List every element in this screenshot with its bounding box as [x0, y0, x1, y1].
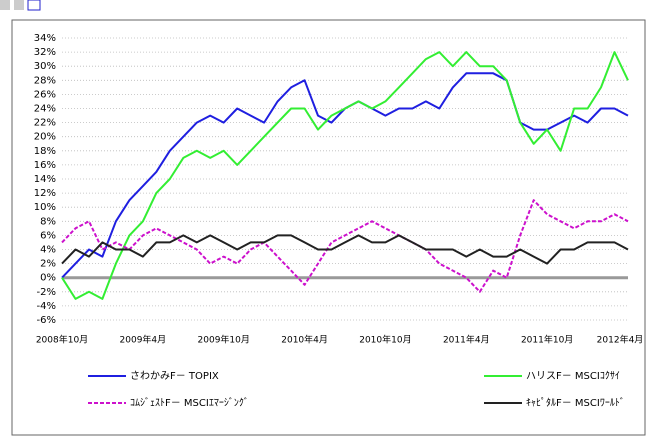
series-line — [61, 51, 629, 300]
x-tick-label: 2009年10月 — [198, 334, 250, 346]
y-tick-label: 22% — [34, 118, 56, 129]
x-tick-label: 2008年10月 — [36, 334, 88, 346]
x-tick-label: 2011年10月 — [521, 334, 573, 346]
y-tick-label: 12% — [34, 188, 56, 199]
y-tick-label: -4% — [37, 301, 56, 312]
x-tick-label: 2011年4月 — [443, 334, 490, 346]
y-tick-label: 14% — [34, 174, 56, 185]
y-tick-label: 34% — [34, 33, 56, 44]
series-line — [61, 199, 629, 293]
x-tick-label: 2009年4月 — [120, 334, 167, 346]
x-tick-label: 2012年4月 — [597, 334, 644, 346]
frame — [11, 19, 646, 436]
y-tick-label: 6% — [40, 230, 56, 241]
y-tick-label: 24% — [34, 104, 56, 115]
y-tick-label: 2% — [40, 259, 56, 270]
y-tick-label: -2% — [37, 287, 56, 298]
legend-label: ｷｬﾋﾟﾀﾙF－ MSCIﾜｰﾙﾄﾞ — [526, 397, 625, 409]
header-icon — [14, 0, 24, 10]
y-tick-label: 4% — [40, 245, 56, 256]
y-tick-label: 28% — [34, 75, 56, 86]
series-line — [61, 234, 629, 265]
y-tick-label: 0% — [40, 273, 56, 284]
legend-label: ハリスF－ MSCIｺｸｻｲ — [526, 370, 620, 382]
legend-label: ｺﾑｼﾞｪｽﾄF－ MSCIｴﾏｰｼﾞﾝｸﾞ — [130, 397, 249, 409]
header-icon — [0, 0, 10, 10]
x-tick-label: 2010年10月 — [359, 334, 411, 346]
y-tick-label: 16% — [34, 160, 56, 171]
y-tick-label: 10% — [34, 202, 56, 213]
y-tick-label: 18% — [34, 146, 56, 157]
y-tick-label: 20% — [34, 132, 56, 143]
legend-label: さわかみF－ TOPIX — [130, 370, 219, 382]
y-tick-label: 8% — [40, 216, 56, 227]
y-tick-label: 26% — [34, 89, 56, 100]
y-tick-label: -6% — [37, 315, 56, 326]
header-icon — [27, 0, 41, 11]
series-line — [61, 72, 629, 279]
x-tick-label: 2010年4月 — [281, 334, 328, 346]
y-tick-label: 30% — [34, 61, 56, 72]
y-tick-label: 32% — [34, 47, 56, 58]
